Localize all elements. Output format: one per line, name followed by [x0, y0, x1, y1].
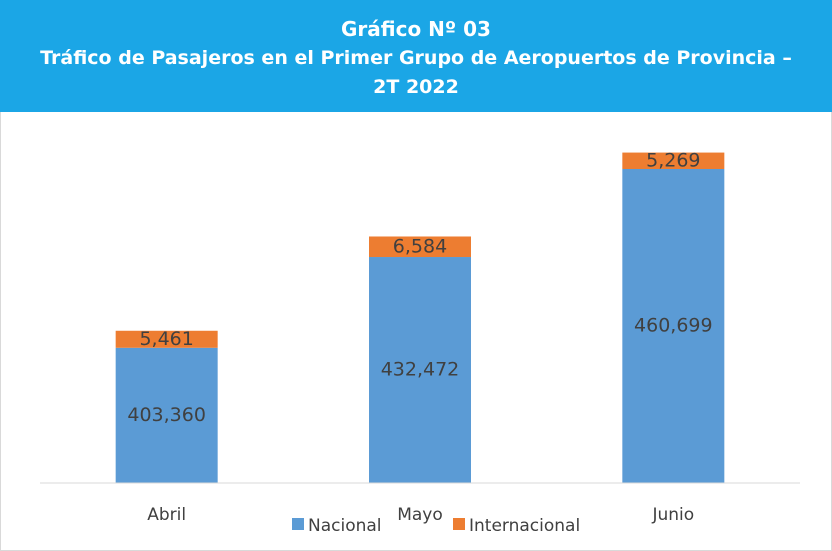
bar-segment	[369, 257, 471, 483]
data-label: 5,269	[646, 149, 700, 171]
title-banner: Gráfico Nº 03 Tráfico de Pasajeros en el…	[0, 0, 832, 112]
bar-segment	[115, 347, 218, 483]
data-label: 403,360	[127, 404, 206, 426]
legend-swatch	[453, 518, 465, 530]
data-label: 6,584	[393, 235, 447, 257]
data-label: 460,699	[634, 315, 713, 337]
legend-label: Nacional	[308, 516, 382, 536]
chart-title: Gráfico Nº 03	[341, 17, 491, 41]
x-tick-label: Mayo	[397, 505, 443, 525]
data-label: 5,461	[139, 328, 193, 350]
bar-segment	[115, 330, 218, 348]
x-tick-label: Abril	[147, 505, 186, 525]
bar-segment	[622, 152, 725, 170]
data-label: 432,472	[381, 359, 460, 381]
legend-swatch	[292, 518, 304, 530]
bar-segment	[622, 169, 725, 484]
legend-label: Internacional	[469, 516, 580, 536]
chart-subtitle: Tráfico de Pasajeros en el Primer Grupo …	[40, 47, 792, 98]
bar-segment	[369, 236, 471, 258]
x-tick-label: Junio	[651, 505, 694, 525]
